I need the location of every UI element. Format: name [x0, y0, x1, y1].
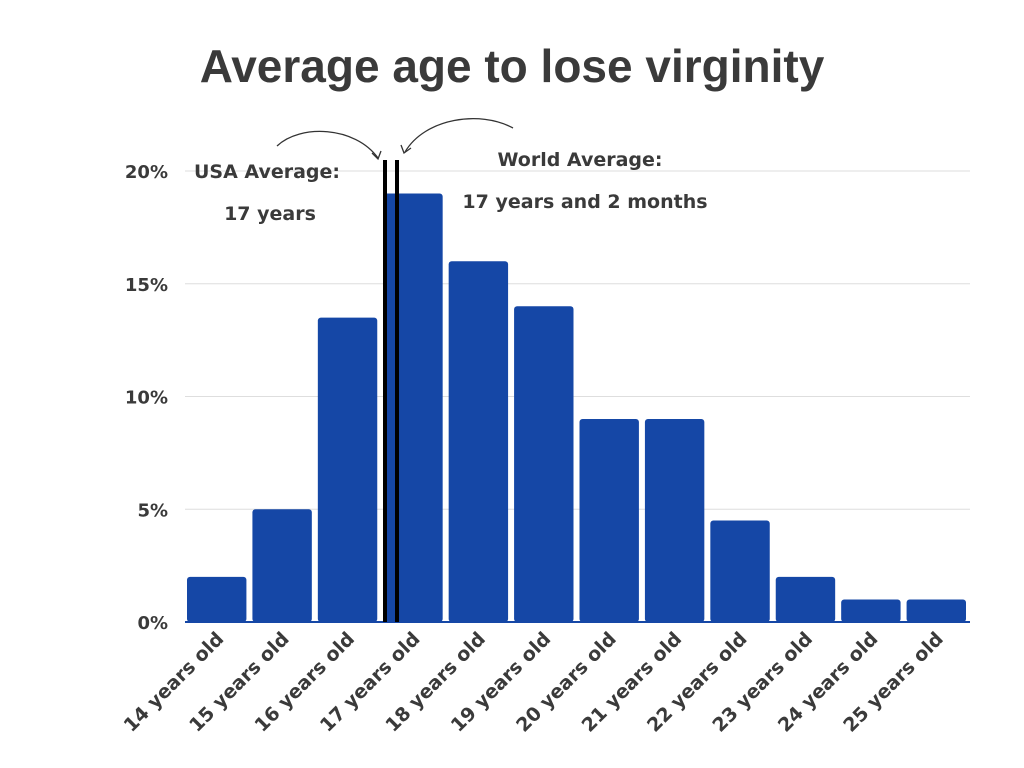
bar: [514, 306, 574, 622]
bar: [383, 193, 443, 623]
bar: [252, 509, 312, 622]
world-annotation: World Average: 17 years and 2 months: [462, 149, 707, 213]
world-arrow: [404, 118, 514, 153]
bar: [775, 576, 836, 622]
chart-title: Average age to lose virginity: [200, 40, 825, 92]
bar: [579, 419, 639, 622]
bar: [187, 576, 247, 622]
y-tick-label: 20%: [125, 162, 168, 183]
bar: [906, 599, 966, 622]
bars: [187, 193, 966, 623]
usa-arrow: [276, 130, 379, 159]
usa-annotation: USA Average: 17 years: [194, 161, 340, 225]
usa-annotation-line1: USA Average:: [194, 161, 340, 183]
world-arrow-head-icon: [400, 144, 412, 155]
bar: [710, 520, 770, 622]
average-markers: [276, 118, 514, 622]
gridlines: [185, 170, 970, 623]
y-tick-label: 15%: [125, 275, 168, 296]
y-axis-ticks: 0% 5% 10% 15% 20%: [125, 162, 168, 634]
usa-annotation-line2: 17 years: [224, 203, 316, 225]
bar: [841, 599, 901, 622]
usa-arrow-head-icon: [371, 150, 382, 161]
y-tick-label: 0%: [137, 613, 168, 634]
bar: [644, 419, 705, 622]
world-annotation-line1: World Average:: [497, 149, 662, 171]
bar: [448, 261, 509, 622]
bar: [317, 317, 378, 622]
y-tick-label: 10%: [125, 388, 168, 409]
y-tick-label: 5%: [137, 500, 168, 521]
world-annotation-line2: 17 years and 2 months: [462, 191, 707, 213]
